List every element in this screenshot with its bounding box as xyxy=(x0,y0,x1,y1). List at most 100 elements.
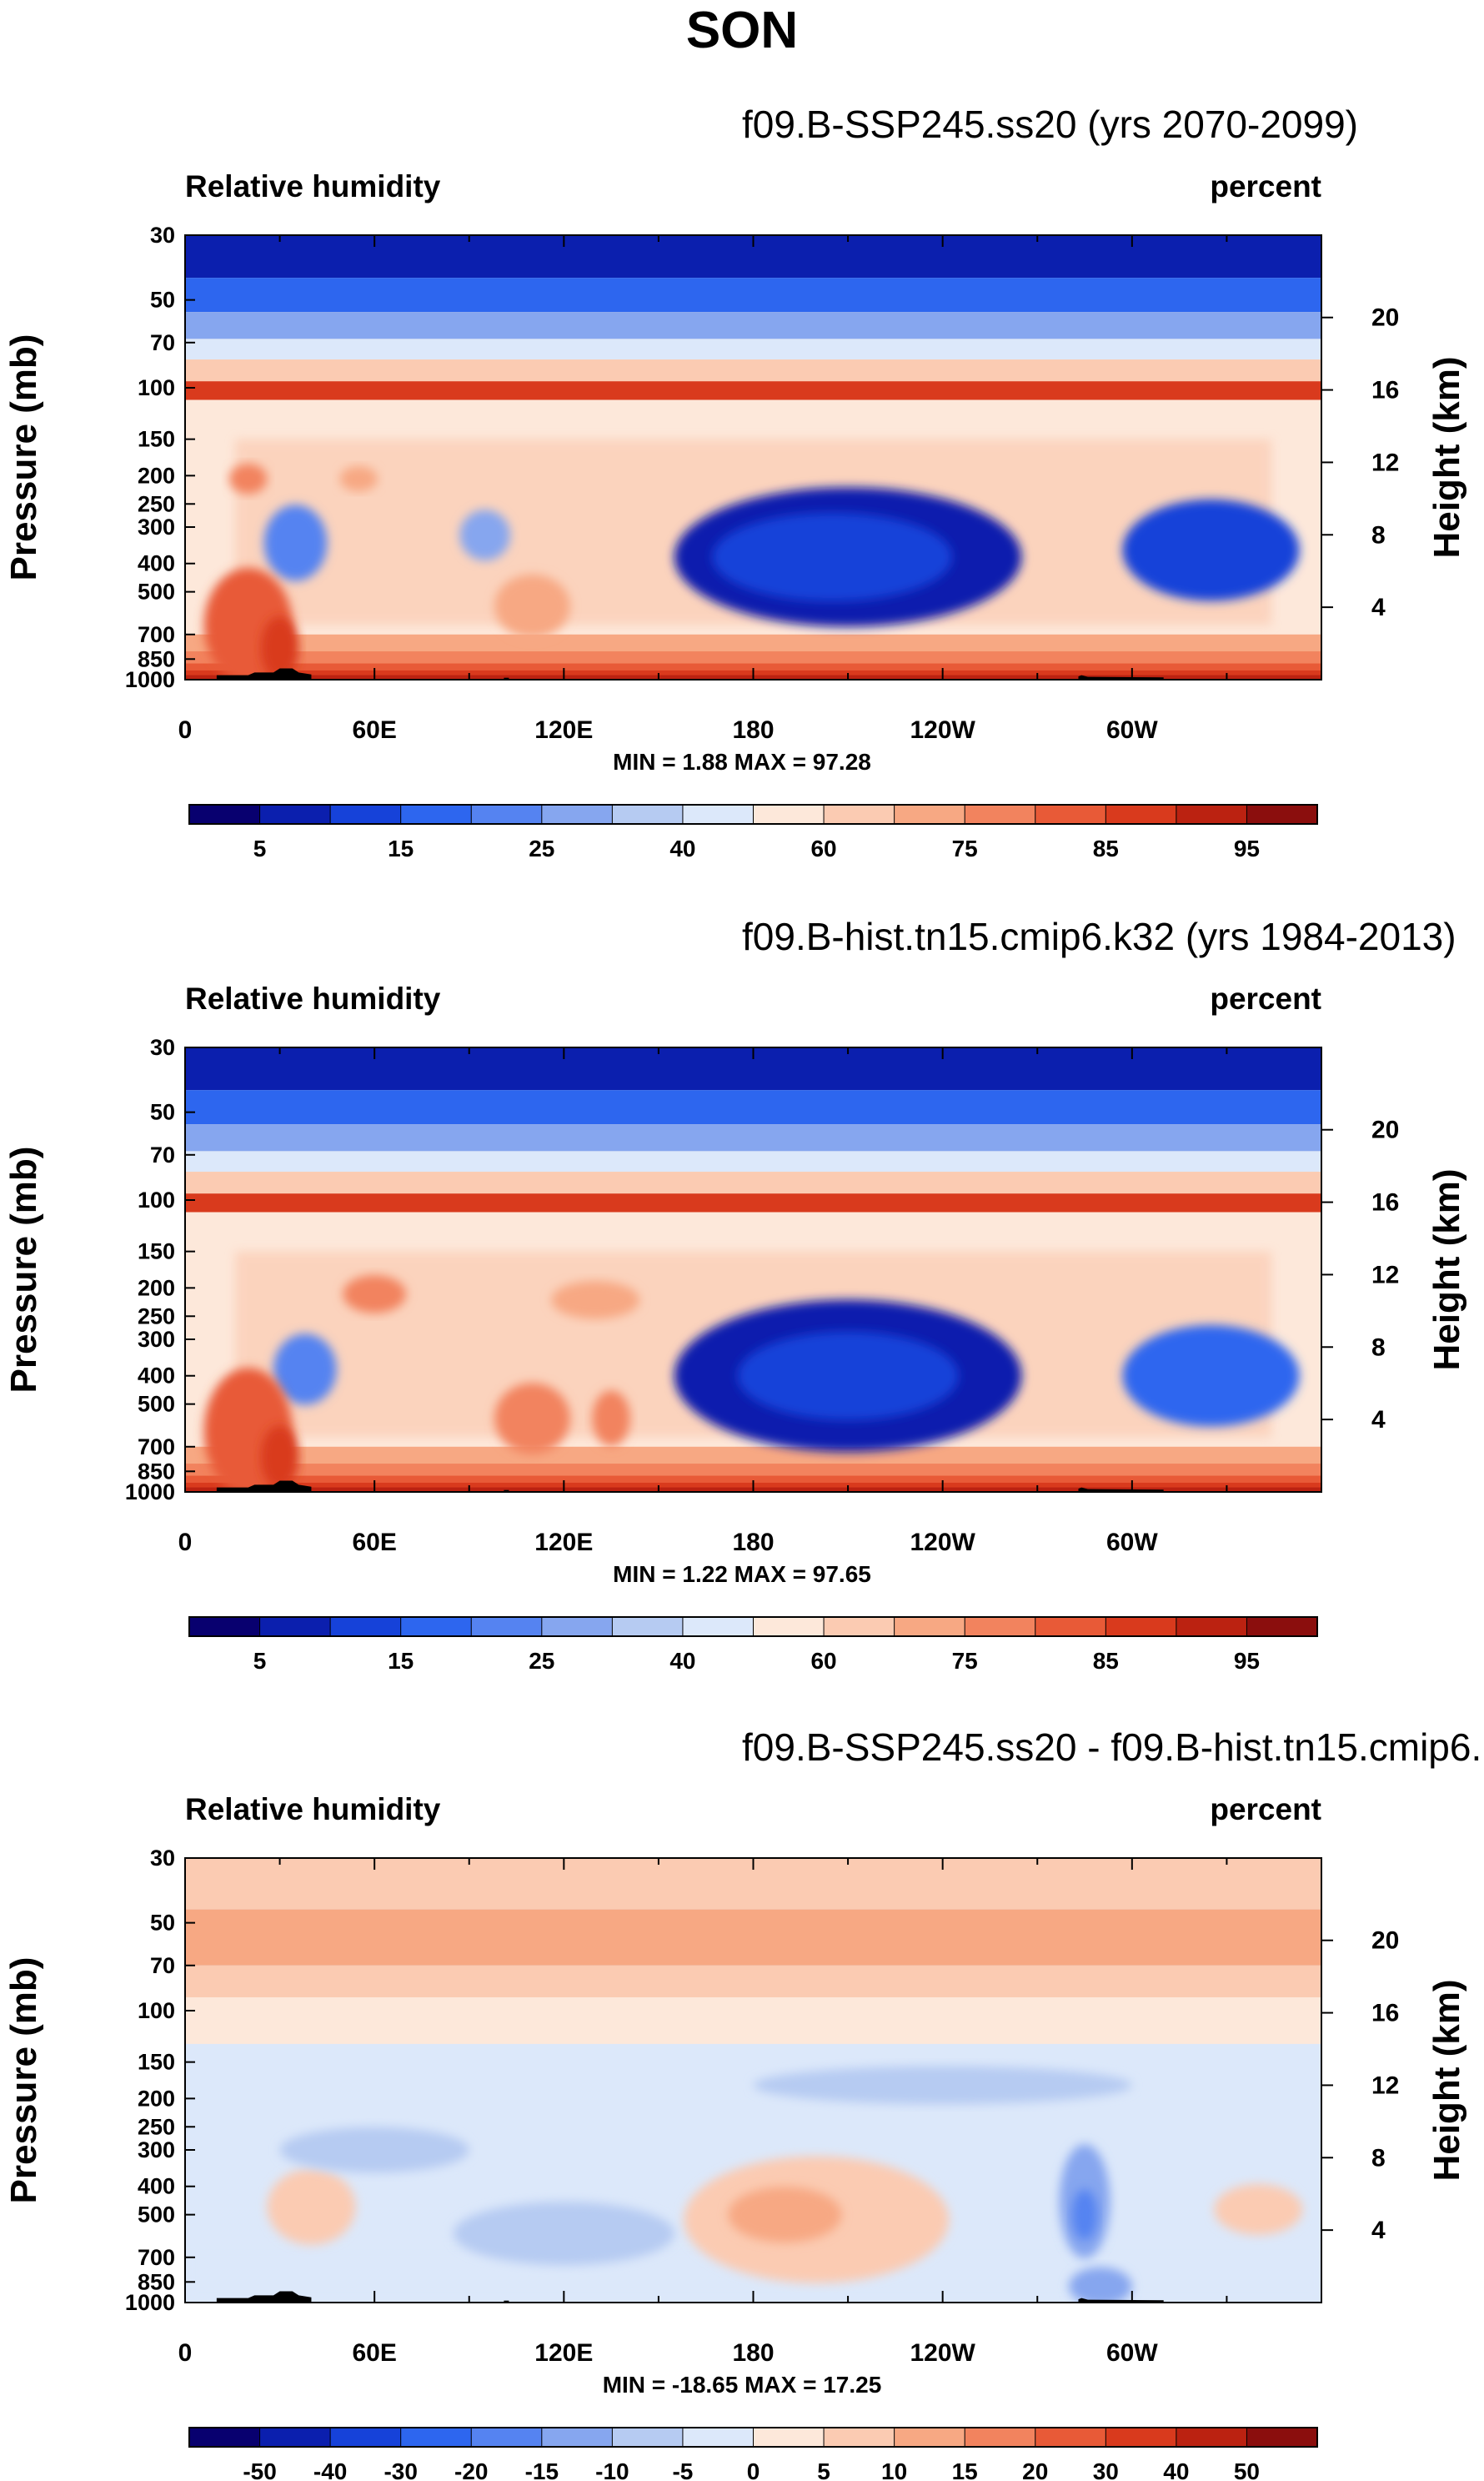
colorbar-swatch xyxy=(1176,1616,1248,1637)
x-tick-label: 0 xyxy=(178,1529,193,1556)
y-tick-label: 70 xyxy=(150,1143,175,1168)
colorbar-label: 15 xyxy=(952,2458,978,2481)
colorbar-label: 75 xyxy=(952,836,978,861)
y-tick-label: 30 xyxy=(150,223,175,248)
colorbar-swatch xyxy=(541,804,614,825)
colorbar-swatch xyxy=(188,804,261,825)
contour-region xyxy=(339,465,378,492)
y-tick-label: 30 xyxy=(150,1846,175,1871)
colorbar-swatch xyxy=(1105,1616,1177,1637)
panel-1: f09.B-SSP245.ss20 (yrs 2070-2099) Relativ… xyxy=(3,103,1467,861)
colorbar-swatch xyxy=(964,804,1036,825)
y-tick-label: 100 xyxy=(138,375,175,400)
stratosphere-band xyxy=(185,1193,1321,1213)
y-tick-label: 400 xyxy=(138,1364,175,1389)
panel-units-label: percent xyxy=(1210,982,1321,1016)
panel-variable-label: Relative humidity xyxy=(185,169,441,203)
colorbar-swatch xyxy=(1246,1616,1318,1637)
colorbar-swatch xyxy=(188,1616,261,1637)
stratosphere-band xyxy=(185,1909,1321,1966)
height-tick-label: 12 xyxy=(1371,2072,1399,2099)
height-tick-label: 8 xyxy=(1371,521,1386,549)
topography-andes xyxy=(1078,675,1164,680)
colorbar-frame xyxy=(188,1616,1318,1637)
colorbar-swatch xyxy=(753,2427,825,2448)
colorbar-swatch xyxy=(259,2427,332,2448)
colorbar-label: 85 xyxy=(1093,836,1119,861)
y-tick-label: 250 xyxy=(138,2114,175,2139)
colorbar-swatch xyxy=(753,804,825,825)
contour-region xyxy=(263,505,328,581)
colorbar-swatch xyxy=(470,1616,543,1637)
contour-region xyxy=(273,1333,337,1405)
colorbar-swatch xyxy=(611,804,684,825)
colorbar-swatch xyxy=(682,1616,755,1637)
colorbar-label: 75 xyxy=(952,1648,978,1674)
x-tick-label: 120W xyxy=(910,1529,975,1556)
height-tick-label: 16 xyxy=(1371,377,1399,404)
contour-region xyxy=(459,510,510,561)
stratosphere-band xyxy=(185,359,1321,382)
height-tick-label: 8 xyxy=(1371,1333,1386,1361)
panel-units-label: percent xyxy=(1210,169,1321,203)
colorbar-label: -20 xyxy=(454,2458,488,2481)
height-tick-label: 16 xyxy=(1371,1189,1399,1217)
x-tick-label: 120W xyxy=(910,2339,975,2367)
topography-sumatra xyxy=(504,677,509,680)
contour-region xyxy=(260,616,299,680)
x-tick-label: 120E xyxy=(534,2339,593,2367)
colorbar-label: 40 xyxy=(1163,2458,1189,2481)
colorbar-swatch xyxy=(964,2427,1036,2448)
y-axis-title: Pressure (mb) xyxy=(3,1957,44,2204)
y-tick-label: 100 xyxy=(138,1998,175,2023)
colorbar-swatch xyxy=(1176,2427,1248,2448)
colorbar-label: 5 xyxy=(253,836,267,861)
contour-region xyxy=(260,1425,299,1489)
contour-region xyxy=(1069,2267,1132,2303)
colorbar-label: -50 xyxy=(243,2458,276,2481)
x-tick-label: 60W xyxy=(1106,716,1158,744)
y-tick-label: 100 xyxy=(138,1188,175,1213)
height-tick-label: 4 xyxy=(1371,594,1386,621)
x-tick-label: 180 xyxy=(732,1529,774,1556)
contour-region xyxy=(229,463,268,495)
topography-sumatra xyxy=(504,1489,509,1492)
figure-title: SON xyxy=(686,2,798,59)
y-tick-label: 700 xyxy=(138,1434,175,1459)
y-tick-label: 700 xyxy=(138,622,175,647)
y-tick-label: 200 xyxy=(138,1275,175,1300)
height-tick-label: 16 xyxy=(1371,2000,1399,2027)
y-tick-label: 30 xyxy=(150,1035,175,1060)
contour-region xyxy=(494,574,570,638)
y-tick-label: 500 xyxy=(138,2202,175,2227)
min-max-stats: MIN = 1.88 MAX = 97.28 xyxy=(613,749,871,775)
colorbar-swatch xyxy=(1246,2427,1318,2448)
colorbar-label: -30 xyxy=(384,2458,417,2481)
y-tick-label: 1000 xyxy=(125,667,175,692)
y-tick-label: 400 xyxy=(138,551,175,576)
stratosphere-band xyxy=(185,381,1321,400)
y-tick-label: 50 xyxy=(150,1100,175,1125)
colorbar-frame xyxy=(188,804,1318,825)
colorbar-label: 10 xyxy=(881,2458,907,2481)
contour-region xyxy=(1071,2189,1098,2241)
colorbar-swatch xyxy=(1105,2427,1177,2448)
stratosphere-band xyxy=(185,1172,1321,1194)
colorbar-swatch xyxy=(188,2427,261,2448)
colorbar-swatch xyxy=(894,804,966,825)
y-tick-label: 250 xyxy=(138,491,175,516)
colorbar-label: 60 xyxy=(810,836,836,861)
stratosphere-band xyxy=(185,1090,1321,1125)
colorbar-swatch xyxy=(1176,804,1248,825)
y-tick-label: 300 xyxy=(138,515,175,540)
y-tick-label: 50 xyxy=(150,288,175,313)
x-tick-label: 60E xyxy=(352,1529,396,1556)
y-tick-label: 400 xyxy=(138,2174,175,2199)
x-tick-label: 120W xyxy=(910,716,975,744)
y-tick-label: 70 xyxy=(150,330,175,355)
contour-region xyxy=(753,2066,1132,2105)
y-tick-label: 700 xyxy=(138,2245,175,2270)
stratosphere-band xyxy=(185,278,1321,313)
colorbar-swatch xyxy=(1035,2427,1107,2448)
